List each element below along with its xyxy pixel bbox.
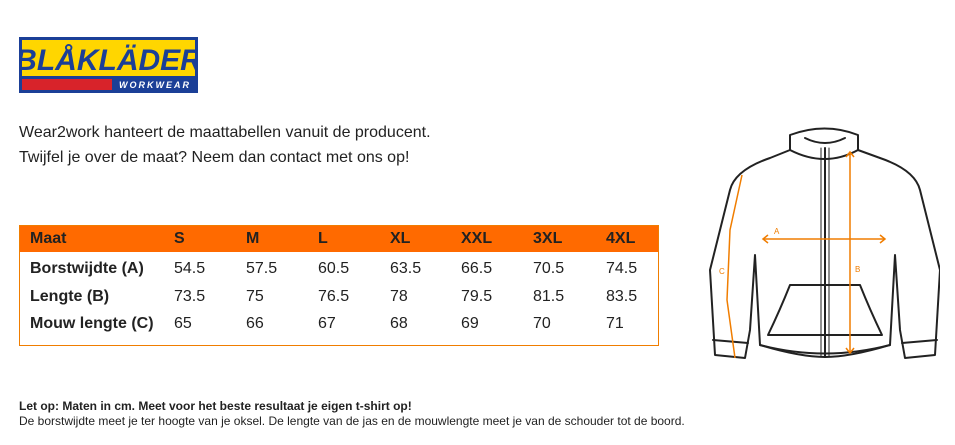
header-cell-4xl: 4XL [606,230,636,247]
table-cell: 74.5 [606,260,638,277]
intro-line-1: Wear2work hanteert de maattabellen vanui… [19,124,431,141]
table-cell: 78 [390,288,408,305]
table-cell: 83.5 [606,288,638,305]
table-cell: 57.5 [246,260,278,277]
row-label: Borstwijdte (A) [30,260,144,277]
table-cell: 66.5 [461,260,493,277]
table-cell: 54.5 [174,260,206,277]
measure-label-c: C [719,267,725,276]
intro-line-2: Twijfel je over de maat? Neem dan contac… [19,149,410,166]
table-cell: 79.5 [461,288,493,305]
header-cell-maat: Maat [30,230,67,247]
logo-brand: BLÅKLÄDER [19,44,198,77]
table-cell: 76.5 [318,288,350,305]
measure-label-b: B [855,265,860,274]
table-cell: 60.5 [318,260,350,277]
table-cell: 67 [318,315,336,332]
table-cell: 65 [174,315,192,332]
logo-tagline: WORKWEAR [119,80,191,90]
blaklader-logo: BLÅKLÄDER WORKWEAR [19,37,198,93]
header-cell-m: M [246,230,260,247]
note-text: De borstwijdte meet je ter hoogte van je… [19,414,685,428]
header-cell-s: S [174,230,185,247]
table-cell: 66 [246,315,264,332]
header-cell-xl: XL [390,230,411,247]
header-cell-l: L [318,230,328,247]
table-cell: 69 [461,315,479,332]
row-label: Lengte (B) [30,288,110,305]
jacket-diagram: A B C [709,127,940,359]
table-cell: 63.5 [390,260,422,277]
table-cell: 81.5 [533,288,565,305]
table-cell: 75 [246,288,264,305]
table-cell: 70.5 [533,260,565,277]
row-label: Mouw lengte (C) [30,315,154,332]
header-cell-3xl: 3XL [533,230,563,247]
table-header-row: Maat S M L XL XXL 3XL 4XL [20,226,658,252]
table-cell: 73.5 [174,288,206,305]
size-table: Maat S M L XL XXL 3XL 4XL Borstwijdte (A… [19,225,659,346]
table-cell: 71 [606,315,624,332]
size-note: Let op: Maten in cm. Meet voor het beste… [19,399,685,429]
table-cell: 68 [390,315,408,332]
intro-text: Wear2work hanteert de maattabellen vanui… [19,120,431,170]
measure-label-a: A [774,227,780,236]
note-bold: Let op: Maten in cm. Meet voor het beste… [19,399,412,413]
table-cell: 70 [533,315,551,332]
header-cell-xxl: XXL [461,230,493,247]
